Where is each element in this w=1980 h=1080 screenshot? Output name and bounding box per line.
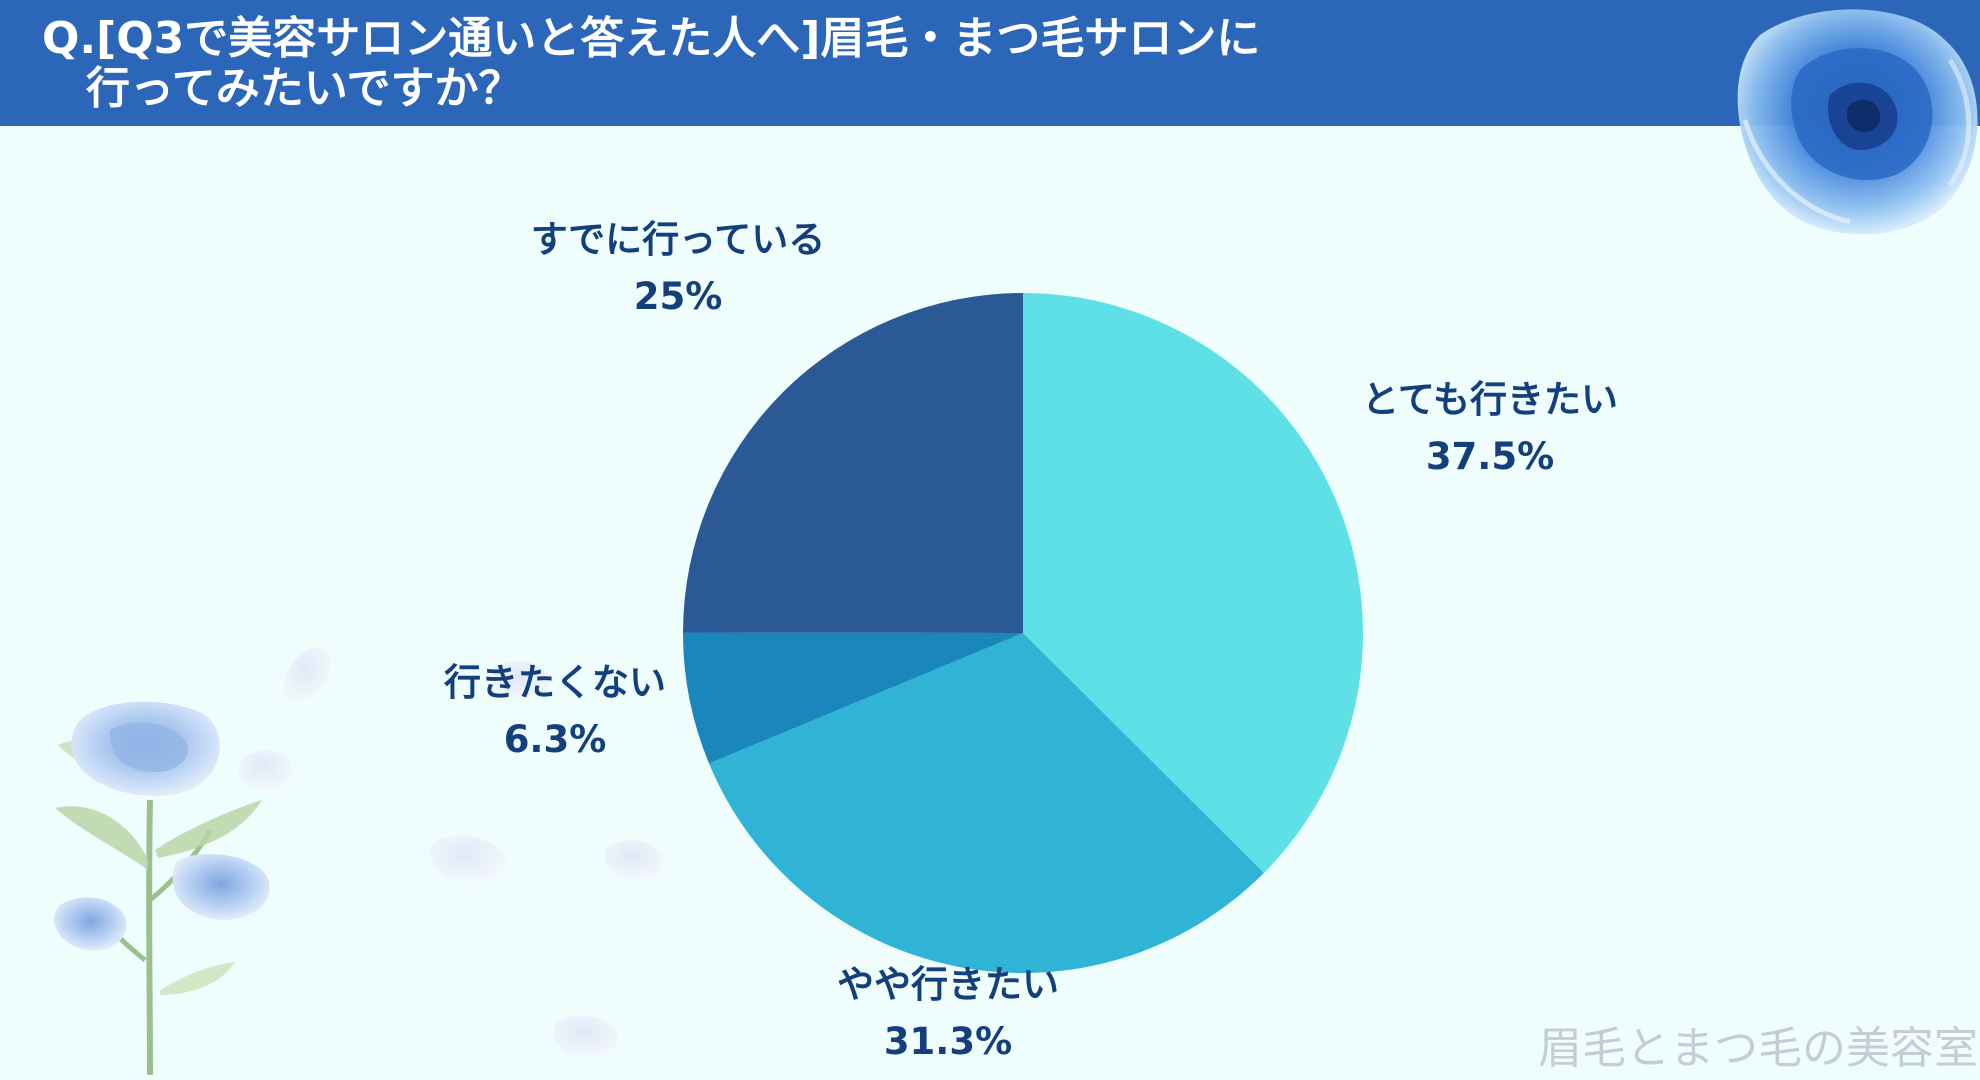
pie-slice-2	[709, 633, 1264, 974]
slice-value-3: 6.3%	[504, 718, 607, 761]
watermark-text: 眉毛とまつ毛の美容室	[1538, 1023, 1978, 1074]
slice-label-4: すでに行っている	[531, 218, 826, 261]
header-bar: Q.[Q3で美容サロン通いと答えた人へ]眉毛・まつ毛サロンに 行ってみたいですか…	[0, 0, 1980, 126]
blue-rose-icon	[1737, 9, 1978, 235]
slice-value-1: 37.5%	[1426, 435, 1554, 478]
petal-icon	[238, 647, 666, 1057]
slice-label-1: とても行きたい	[1362, 378, 1618, 421]
pie-slices	[682, 293, 1363, 974]
slice-value-4: 25%	[634, 275, 723, 318]
pie-labels: とても行きたい 37.5% やや行きたい 31.3% 行きたくない 6.3% すでに行ってい…	[444, 218, 1618, 1063]
pie-slice-1	[1023, 293, 1363, 873]
rose-bouquet-icon	[54, 701, 270, 1076]
slice-label-2: やや行きたい	[837, 963, 1059, 1006]
slice-label-3: 行きたくない	[444, 661, 666, 704]
pie-slice-3	[682, 632, 1023, 764]
slice-value-2: 31.3%	[884, 1020, 1012, 1063]
page-title: Q.[Q3で美容サロン通いと答えた人へ]眉毛・まつ毛サロンに 行ってみたいですか…	[42, 13, 1261, 114]
pie-slice-4	[683, 293, 1023, 633]
